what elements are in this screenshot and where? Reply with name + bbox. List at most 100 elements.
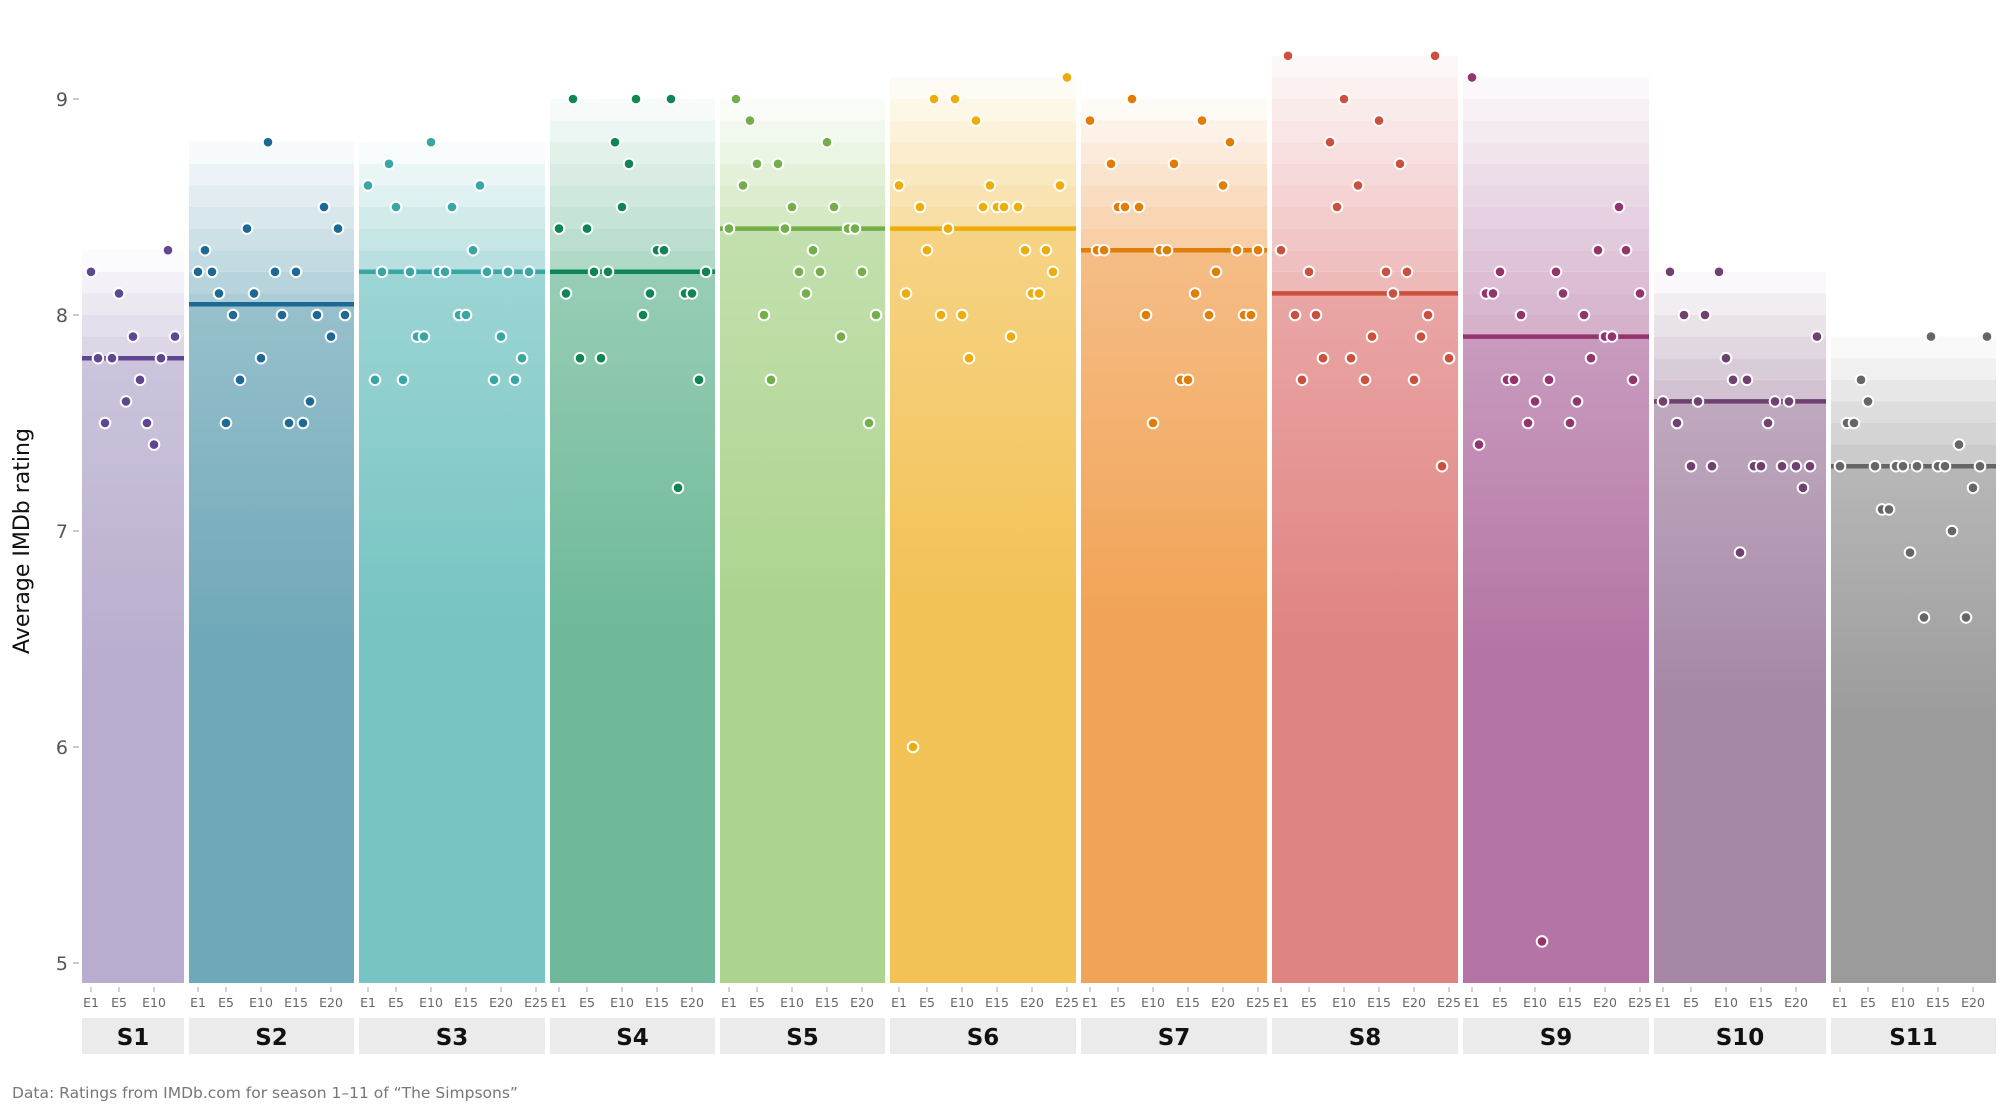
data-point [1209, 265, 1223, 279]
data-point [608, 135, 622, 149]
data-point [91, 351, 105, 365]
background-band [550, 207, 715, 229]
background-band [890, 163, 1076, 186]
facet-s7: E1 E5 E10 E15 E20 E25 S7 [1081, 92, 1270, 1054]
data-point [168, 330, 182, 343]
data-point [1181, 373, 1195, 387]
data-point [1288, 308, 1302, 322]
data-point [1139, 308, 1153, 322]
data-point [580, 222, 594, 235]
data-point [1691, 395, 1705, 408]
data-point [1833, 459, 1847, 473]
data-point [1302, 265, 1316, 279]
y-tick-label: 5 [56, 953, 68, 975]
data-point [1146, 416, 1160, 430]
data-point [594, 351, 608, 365]
x-tick-label: E1 [891, 995, 907, 1010]
data-point [1053, 179, 1067, 192]
data-point [799, 287, 813, 300]
data-point [1386, 287, 1400, 300]
data-point [1018, 243, 1032, 257]
background-band [1081, 120, 1267, 143]
data-point [1938, 459, 1952, 473]
data-point [1223, 135, 1237, 149]
data-point [1847, 416, 1861, 430]
data-point [636, 308, 650, 322]
background-band [1831, 336, 1996, 359]
panel-fill [1081, 250, 1267, 983]
background-band [1831, 379, 1996, 402]
background-band [1463, 207, 1649, 229]
x-tick-label: E5 [1301, 995, 1317, 1010]
background-band [189, 207, 354, 229]
data-point [736, 179, 750, 192]
data-point [820, 135, 834, 149]
data-point [1251, 243, 1265, 257]
data-point [1358, 373, 1372, 387]
data-point [1577, 308, 1591, 322]
data-point [771, 157, 785, 171]
background-band [1272, 271, 1458, 294]
data-point [1789, 459, 1803, 473]
panel-fill [720, 228, 885, 984]
x-tick-label: E5 [388, 995, 404, 1010]
data-point [559, 287, 573, 300]
data-point [1917, 611, 1931, 624]
background-band [890, 120, 1076, 143]
x-tick-label: E1 [551, 995, 567, 1010]
data-point [1244, 308, 1258, 322]
data-point [1761, 416, 1775, 430]
data-point [1810, 330, 1824, 343]
facet-s3: E1 E5 E10 E15 E20 E25 S3 [359, 135, 548, 1054]
facet-s5: E1 E5 E10 E15 E20 S5 [720, 92, 885, 1054]
y-tick-label: 6 [56, 737, 68, 759]
x-tick-label: E5 [111, 995, 127, 1010]
background-band [189, 250, 354, 272]
data-point [1472, 438, 1486, 451]
facet-s1: E1 E5 E10 S1 [82, 243, 184, 1054]
data-point [487, 373, 501, 387]
data-point [1684, 459, 1698, 473]
data-point [573, 351, 587, 365]
facet-strip [82, 1018, 184, 1054]
x-tick-label: E25 [524, 995, 548, 1010]
x-tick-label: E15 [1558, 995, 1582, 1010]
x-tick-label: E5 [1492, 995, 1508, 1010]
facet-strip [890, 1018, 1076, 1054]
data-point [275, 308, 289, 322]
x-tick-label: E10 [249, 995, 273, 1010]
data-point [1330, 200, 1344, 214]
background-band [189, 293, 354, 305]
background-band [550, 120, 715, 143]
data-point [445, 200, 459, 214]
x-tick-label: E15 [985, 995, 1009, 1010]
data-point [1004, 330, 1018, 343]
data-point [1619, 243, 1633, 257]
y-axis-title: Average IMDb rating [10, 428, 35, 654]
data-point [1626, 373, 1640, 387]
data-point [289, 265, 303, 279]
background-band [1463, 293, 1649, 315]
data-point [1782, 395, 1796, 408]
data-point [466, 243, 480, 257]
x-tick-label: E1 [721, 995, 737, 1010]
data-point [508, 373, 522, 387]
x-tick-label: E1 [1464, 995, 1480, 1010]
panel-fill [890, 228, 1076, 984]
data-point [126, 330, 140, 343]
data-point [1230, 243, 1244, 257]
data-point [98, 416, 112, 430]
data-point [1796, 481, 1810, 495]
data-point [892, 179, 906, 192]
data-point [161, 243, 175, 257]
background-band [1831, 401, 1996, 423]
data-point [962, 351, 976, 365]
data-point [1882, 503, 1896, 516]
panel-fill [359, 271, 545, 983]
data-point [1195, 114, 1209, 127]
data-point [310, 308, 324, 322]
facet-strip-label: S3 [436, 1025, 469, 1051]
facet-s9: E1 E5 E10 E15 E20 E25 S9 [1463, 71, 1652, 1054]
background-band [1272, 163, 1458, 186]
